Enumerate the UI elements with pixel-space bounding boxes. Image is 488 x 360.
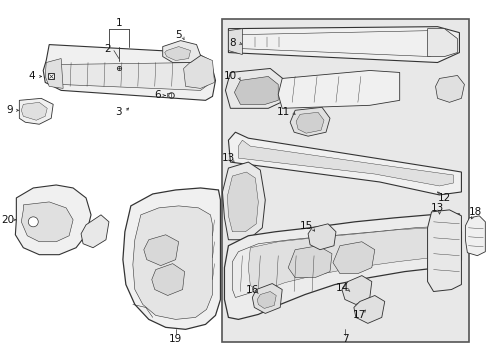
Text: 14: 14 <box>335 283 348 293</box>
Polygon shape <box>248 228 439 292</box>
Text: 20: 20 <box>1 215 14 225</box>
Polygon shape <box>59 63 208 90</box>
Polygon shape <box>163 41 200 63</box>
Polygon shape <box>122 188 220 329</box>
Text: 7: 7 <box>341 334 347 344</box>
Polygon shape <box>427 210 461 292</box>
Text: 18: 18 <box>468 207 481 217</box>
Polygon shape <box>222 162 264 240</box>
Text: 11: 11 <box>276 107 289 117</box>
Polygon shape <box>224 214 461 319</box>
Text: 5: 5 <box>175 30 182 40</box>
Text: 2: 2 <box>104 44 111 54</box>
Text: 1: 1 <box>115 18 122 28</box>
Polygon shape <box>133 206 212 319</box>
Text: 17: 17 <box>352 310 366 320</box>
Polygon shape <box>353 296 384 323</box>
Text: 13: 13 <box>430 203 443 213</box>
Text: 12: 12 <box>437 193 450 203</box>
Text: 4: 4 <box>28 71 35 81</box>
Polygon shape <box>427 29 456 57</box>
Polygon shape <box>45 59 63 89</box>
Polygon shape <box>81 215 109 248</box>
Polygon shape <box>435 76 464 102</box>
Polygon shape <box>307 224 335 250</box>
Text: 3: 3 <box>115 107 122 117</box>
Polygon shape <box>43 45 215 100</box>
Text: 19: 19 <box>169 334 182 344</box>
Polygon shape <box>225 68 285 108</box>
Text: 8: 8 <box>229 37 235 48</box>
Polygon shape <box>341 276 371 305</box>
Text: 13: 13 <box>222 153 235 163</box>
Text: 15: 15 <box>299 221 312 231</box>
Polygon shape <box>227 172 258 232</box>
Polygon shape <box>143 235 178 266</box>
Polygon shape <box>332 242 374 274</box>
Polygon shape <box>183 55 214 89</box>
Polygon shape <box>287 246 331 278</box>
Polygon shape <box>228 27 459 63</box>
Polygon shape <box>278 71 399 108</box>
Polygon shape <box>228 29 242 55</box>
Circle shape <box>28 217 38 227</box>
Text: 6: 6 <box>154 90 161 100</box>
Polygon shape <box>20 98 53 124</box>
Polygon shape <box>257 292 276 309</box>
Polygon shape <box>228 132 461 195</box>
Polygon shape <box>151 264 184 296</box>
Bar <box>222 19 468 342</box>
Polygon shape <box>296 112 324 133</box>
Polygon shape <box>465 216 484 256</box>
Polygon shape <box>289 107 329 136</box>
Polygon shape <box>238 140 452 186</box>
Text: 9: 9 <box>6 105 13 115</box>
Polygon shape <box>21 102 47 120</box>
Polygon shape <box>164 46 190 60</box>
Polygon shape <box>15 185 91 255</box>
Polygon shape <box>234 76 278 104</box>
Polygon shape <box>21 202 73 242</box>
Text: 10: 10 <box>224 71 237 81</box>
Text: 16: 16 <box>245 284 259 294</box>
Polygon shape <box>252 284 282 314</box>
